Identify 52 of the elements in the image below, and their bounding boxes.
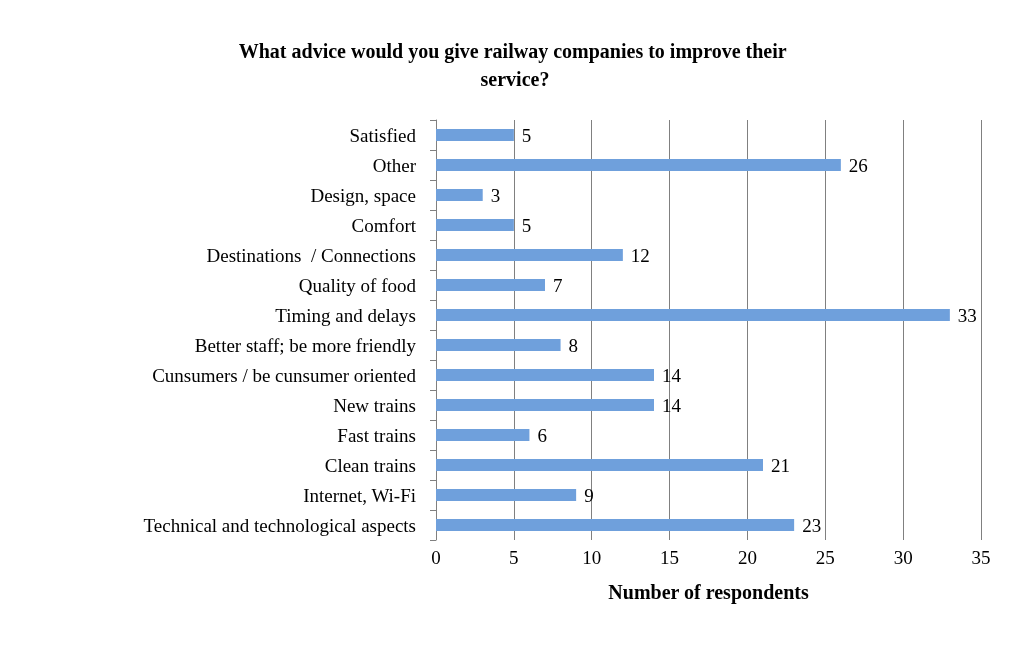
y-tick-label: Satisfied bbox=[349, 124, 417, 146]
x-tick-label: 20 bbox=[737, 547, 757, 568]
bar bbox=[436, 129, 514, 141]
data-label: 26 bbox=[848, 154, 868, 176]
y-tick-label: Internet, Wi-Fi bbox=[303, 484, 416, 506]
bar bbox=[436, 369, 654, 381]
data-label: 9 bbox=[584, 484, 594, 506]
x-tick-label: 0 bbox=[431, 547, 441, 568]
data-label: 33 bbox=[957, 304, 977, 326]
y-tick-label: Destinations / Connections bbox=[206, 244, 416, 266]
bar bbox=[436, 429, 530, 441]
data-label: 14 bbox=[662, 364, 682, 386]
bar bbox=[436, 249, 623, 261]
y-tick-label: New trains bbox=[333, 394, 416, 416]
bar bbox=[436, 339, 561, 351]
bar bbox=[436, 459, 763, 471]
x-tick-label: 15 bbox=[660, 547, 680, 568]
y-tick-label: Clean trains bbox=[324, 454, 416, 476]
y-tick-label: Design, space bbox=[310, 184, 416, 206]
bar bbox=[436, 279, 545, 291]
y-tick-label: Timing and delays bbox=[275, 304, 416, 326]
y-tick-label: Other bbox=[372, 154, 417, 176]
chart-title: What advice would you give railway companies to improve their service? bbox=[238, 40, 792, 90]
y-tick-label: Comfort bbox=[351, 214, 417, 236]
bar bbox=[436, 219, 514, 231]
x-tick-label: 25 bbox=[815, 547, 835, 568]
x-tick-label: 10 bbox=[582, 547, 602, 568]
data-label: 14 bbox=[662, 394, 682, 416]
data-label: 3 bbox=[490, 184, 501, 206]
data-label: 5 bbox=[521, 124, 532, 146]
data-label: 21 bbox=[771, 454, 790, 476]
x-tick-label: 35 bbox=[971, 547, 991, 568]
y-tick-label: Quality of food bbox=[298, 274, 417, 296]
data-label: 8 bbox=[568, 334, 579, 356]
x-axis-title: Number of respondents bbox=[608, 581, 809, 604]
x-tick-label: 5 bbox=[509, 547, 519, 568]
bar bbox=[436, 399, 654, 411]
data-label: 6 bbox=[537, 424, 547, 446]
y-tick-label: Fast trains bbox=[337, 424, 416, 446]
bar bbox=[436, 489, 577, 501]
x-tick-label: 30 bbox=[893, 547, 913, 568]
y-tick-label: Cunsumers / be cunsumer oriented bbox=[152, 364, 417, 386]
bar bbox=[436, 519, 795, 531]
data-label: 5 bbox=[521, 214, 532, 236]
y-tick-label: Better staff; be more friendly bbox=[194, 334, 417, 356]
data-label: 12 bbox=[630, 244, 650, 266]
data-label: 7 bbox=[553, 274, 563, 296]
bar bbox=[436, 309, 950, 321]
bar bbox=[436, 159, 841, 171]
y-tick-label: Technical and technological aspects bbox=[143, 514, 416, 536]
data-label: 23 bbox=[802, 514, 822, 536]
bar bbox=[436, 189, 483, 201]
